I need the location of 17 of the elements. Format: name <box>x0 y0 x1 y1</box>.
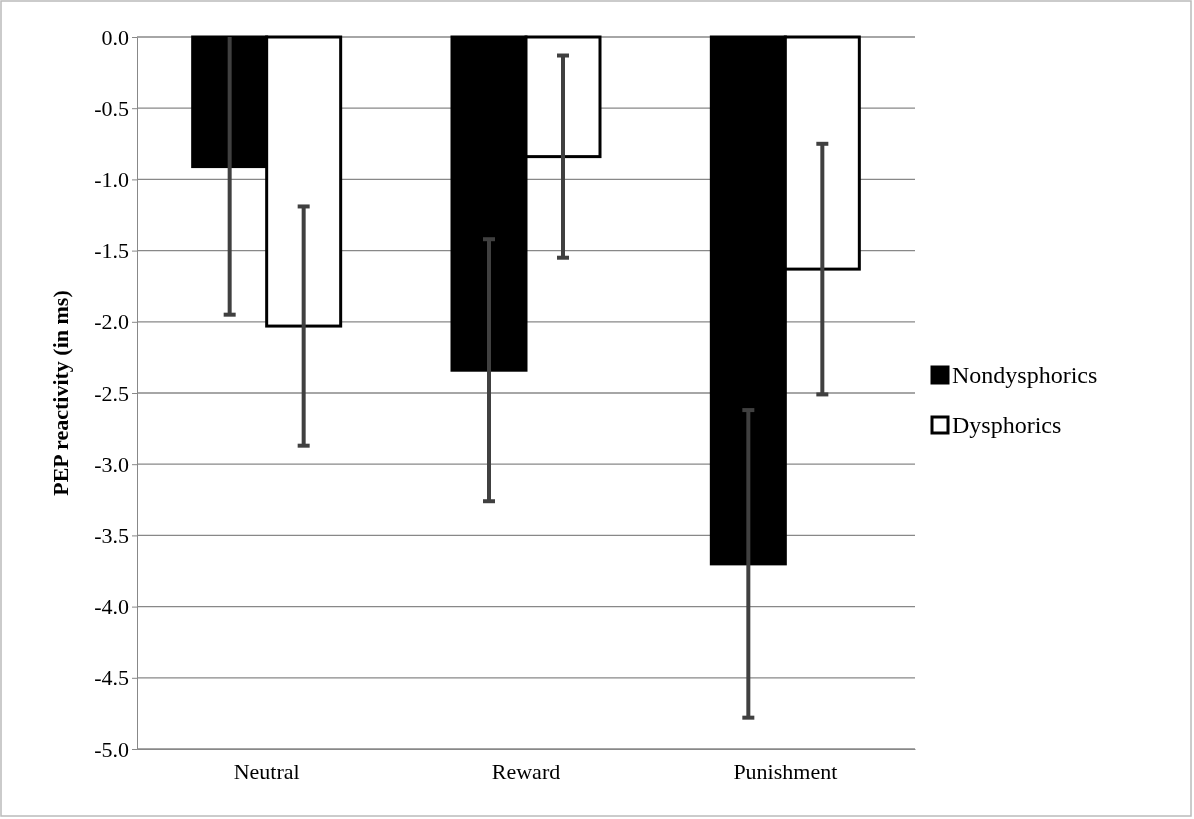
legend-label: Nondysphorics <box>952 362 1098 388</box>
y-tick-label: -4.0 <box>94 594 129 620</box>
x-tick-label: Reward <box>491 758 561 784</box>
y-tick-label: -3.0 <box>94 451 129 477</box>
legend-label: Dysphorics <box>952 412 1062 438</box>
x-tick-label: Punishment <box>733 758 838 784</box>
y-tick-label: -5.0 <box>94 736 129 762</box>
y-tick-label: -2.5 <box>94 380 129 406</box>
y-tick-label: -2.0 <box>94 309 129 335</box>
y-tick-label: -3.5 <box>94 522 129 548</box>
y-axis-title: PEP reactivity (in ms) <box>48 290 73 496</box>
y-tick-label: 0.0 <box>101 24 129 50</box>
x-tick-label: Neutral <box>233 758 300 784</box>
y-tick-label: -1.0 <box>94 166 129 192</box>
y-tick-label: -4.5 <box>94 665 129 691</box>
y-tick-label: -0.5 <box>94 95 129 121</box>
y-tick-label: -1.5 <box>94 238 129 264</box>
